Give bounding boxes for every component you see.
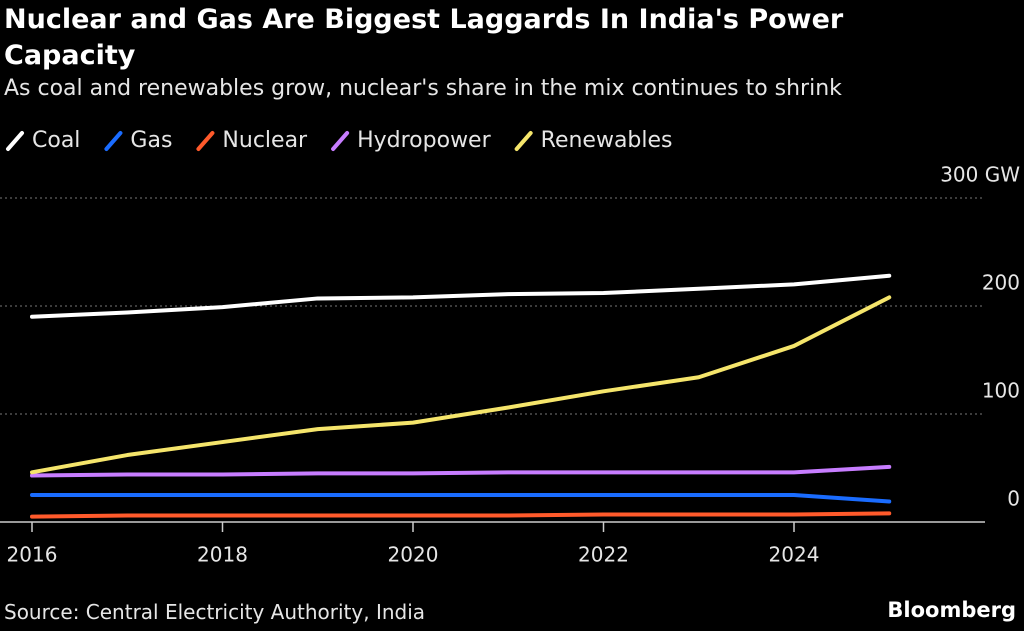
chart-subtitle: As coal and renewables grow, nuclear's s… <box>4 76 842 101</box>
source-note: Source: Central Electricity Authority, I… <box>4 600 426 624</box>
series-line <box>30 493 892 504</box>
legend-label: Nuclear <box>222 128 308 153</box>
x-tick-label: 2020 <box>388 543 439 567</box>
x-tick-label: 2016 <box>7 543 58 567</box>
legend-label: Gas <box>130 128 172 153</box>
legend-swatch <box>6 131 24 151</box>
series-line <box>30 295 892 475</box>
legend-swatch <box>331 131 350 151</box>
legend-swatch <box>514 131 533 151</box>
y-tick-label: 300 GW <box>940 163 1020 187</box>
y-tick-label: 100 <box>982 379 1020 403</box>
legend-swatch <box>196 131 215 151</box>
legend-label: Hydropower <box>357 128 492 153</box>
legend-swatch <box>104 131 123 151</box>
x-tick-label: 2022 <box>578 543 629 567</box>
series-line <box>30 511 892 519</box>
legend-label: Renewables <box>541 128 673 153</box>
y-tick-label: 200 <box>982 271 1020 295</box>
series-line <box>30 273 892 319</box>
x-tick-label: 2018 <box>197 543 248 567</box>
y-tick-label: 0 <box>1007 487 1020 511</box>
brand-logo: Bloomberg <box>887 598 1016 622</box>
chart-title: Nuclear and Gas Are Biggest Laggards In … <box>4 4 844 71</box>
x-tick-label: 2024 <box>769 543 820 567</box>
legend-label: Coal <box>32 128 80 153</box>
series-line <box>30 464 892 478</box>
